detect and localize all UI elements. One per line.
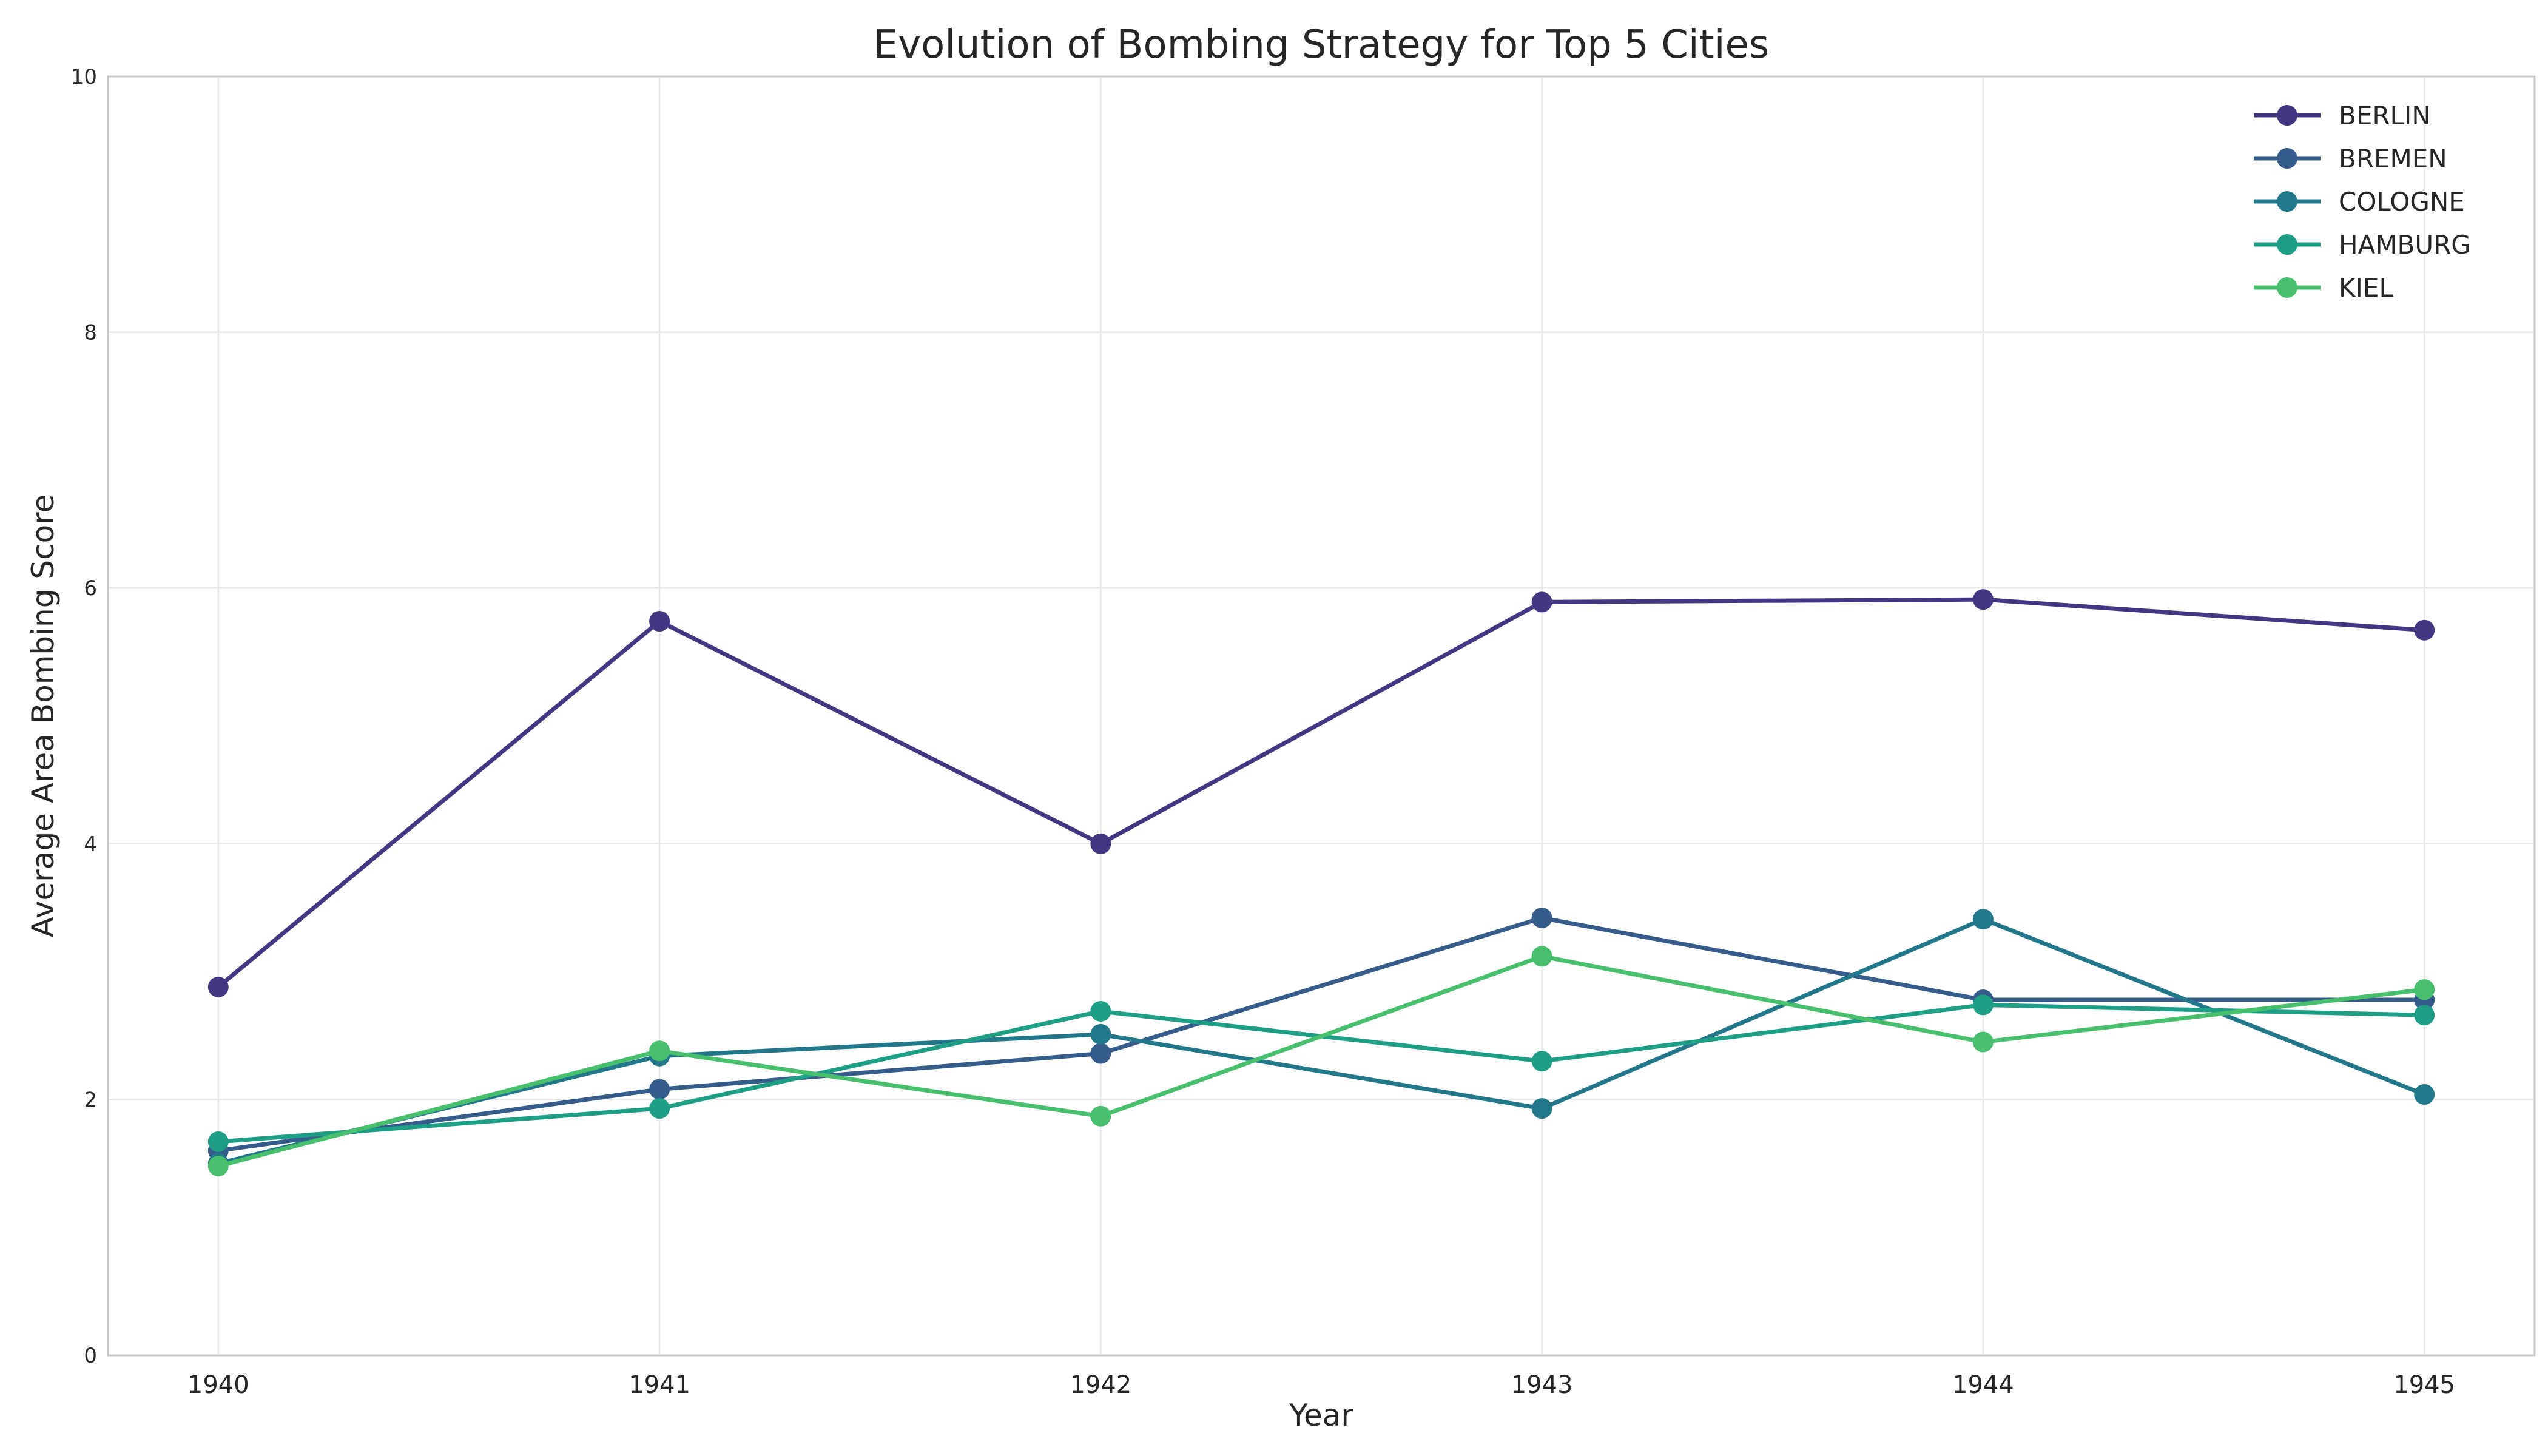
legend-marker	[2277, 105, 2297, 126]
data-point-berlin	[649, 611, 670, 632]
y-tick-label: 8	[84, 321, 97, 345]
data-point-berlin	[207, 976, 229, 997]
data-point-kiel	[2414, 979, 2435, 1000]
legend-item-hamburg: HAMBURG	[2254, 230, 2471, 260]
data-point-hamburg	[1531, 1051, 1552, 1072]
data-point-hamburg	[1090, 1000, 1111, 1022]
legend-item-bremen: BREMEN	[2254, 144, 2447, 174]
data-point-berlin	[1090, 833, 1111, 854]
series-line-cologne	[216, 917, 2427, 1166]
data-point-kiel	[1972, 1031, 1994, 1053]
data-point-bremen	[649, 1079, 670, 1100]
data-point-bremen	[1531, 908, 1552, 929]
data-point-kiel	[1090, 1105, 1111, 1127]
y-tick-label: 10	[71, 65, 97, 89]
series-line-berlin	[216, 597, 2427, 989]
data-point-berlin	[2414, 619, 2435, 641]
legend-label: KIEL	[2339, 273, 2393, 303]
y-tick-label: 0	[84, 1344, 97, 1368]
x-axis-label: Year	[1289, 1398, 1353, 1433]
legend-marker	[2277, 191, 2297, 212]
legend-label: BERLIN	[2339, 101, 2431, 130]
data-point-berlin	[1972, 589, 1994, 610]
legend-label: COLOGNE	[2339, 187, 2465, 217]
x-tick-label: 1940	[187, 1371, 249, 1399]
y-axis-label: Average Area Bombing Score	[25, 494, 61, 938]
data-point-berlin	[1531, 592, 1552, 613]
data-point-hamburg	[1972, 994, 1994, 1016]
data-point-cologne	[1531, 1098, 1552, 1119]
data-point-kiel	[207, 1156, 229, 1177]
axis-ticks: 1940 1941 1942 1943 1944 1945 0 2 4 6 8 10	[71, 65, 2455, 1399]
data-point-hamburg	[649, 1098, 670, 1119]
y-tick-label: 6	[84, 576, 97, 601]
legend-marker	[2277, 234, 2297, 255]
series-line-bremen	[216, 915, 2427, 1153]
x-tick-label: 1944	[1952, 1371, 2014, 1399]
legend-marker	[2277, 148, 2297, 169]
chart-title: Evolution of Bombing Strategy for Top 5 …	[874, 22, 1770, 67]
data-point-hamburg	[2414, 1005, 2435, 1026]
y-tick-label: 4	[84, 832, 97, 857]
legend-item-cologne: COLOGNE	[2254, 187, 2465, 217]
series-berlin	[207, 589, 2435, 997]
x-tick-label: 1941	[629, 1371, 690, 1399]
legend-label: HAMBURG	[2339, 230, 2471, 260]
legend-item-berlin: BERLIN	[2254, 101, 2431, 130]
legend-label: BREMEN	[2339, 144, 2447, 174]
x-tick-label: 1942	[1070, 1371, 1131, 1399]
series-lines	[207, 589, 2435, 1177]
plot-frame	[107, 75, 2536, 1357]
data-point-kiel	[1531, 946, 1552, 967]
legend-marker	[2277, 277, 2297, 298]
x-tick-label: 1943	[1511, 1371, 1573, 1399]
series-kiel	[207, 946, 2435, 1177]
data-point-kiel	[649, 1040, 670, 1062]
x-tick-label: 1945	[2393, 1371, 2455, 1399]
data-point-bremen	[1090, 1043, 1111, 1064]
data-point-hamburg	[207, 1131, 229, 1152]
legend-item-kiel: KIEL	[2254, 273, 2393, 303]
data-point-cologne	[1090, 1023, 1111, 1045]
series-line-kiel	[216, 954, 2427, 1168]
data-point-cologne	[2414, 1084, 2435, 1105]
legend: BERLIN BREMEN COLOGNE HAMBURG KIEL	[2254, 101, 2471, 303]
y-tick-label: 2	[84, 1088, 97, 1112]
data-point-cologne	[1972, 909, 1994, 930]
